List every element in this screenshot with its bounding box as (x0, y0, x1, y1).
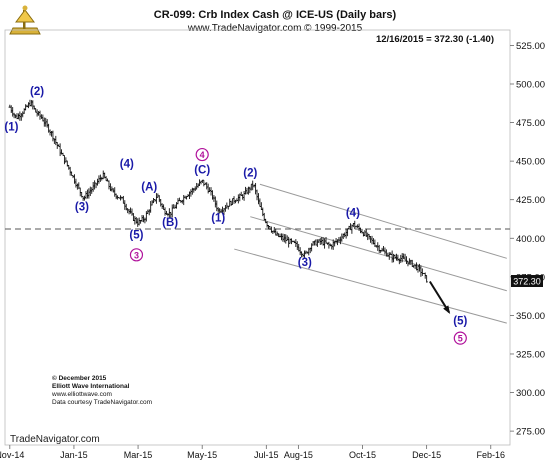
y-tick-label: 500.00 (516, 79, 545, 90)
chart-subtitle: www.TradeNavigator.com © 1999-2015 (187, 23, 363, 34)
wave-circle-marker (129, 248, 144, 262)
wave-label: (2) (30, 86, 44, 98)
wave-label: (1) (4, 121, 18, 133)
wave-label: (5) (129, 229, 143, 241)
wave-circle-label: 3 (134, 250, 139, 260)
y-tick-label: 325.00 (516, 349, 545, 360)
y-tick-label: 425.00 (516, 195, 545, 206)
channel-line (250, 216, 507, 292)
wave-circle-marker (195, 147, 209, 162)
wave-label: (2) (243, 168, 257, 180)
x-tick-label: Jan-15 (60, 450, 88, 460)
wave-label: (1) (211, 212, 225, 224)
wave-label: (3) (298, 257, 312, 269)
wave-label: (5) (453, 316, 467, 328)
x-tick-label: Dec-15 (412, 450, 441, 460)
wave-label: (3) (75, 202, 89, 214)
x-tick-label: Mar-15 (124, 450, 153, 460)
channel-line (234, 248, 507, 324)
x-tick-label: Nov-14 (0, 450, 24, 460)
price-bars (8, 99, 428, 283)
y-tick-label: 475.00 (516, 118, 545, 129)
last-price-box (511, 275, 543, 288)
wave-circle-marker (453, 331, 467, 345)
y-tick-label: 300.00 (516, 388, 545, 399)
y-tick-label: 525.00 (516, 41, 545, 52)
wave-circle-label: 4 (200, 150, 205, 160)
credit-line: www.elliottwave.com (51, 391, 112, 398)
x-tick-label: Aug-15 (284, 450, 313, 460)
arrow-head-icon (443, 305, 451, 315)
y-tick-label: 350.00 (516, 311, 545, 322)
x-tick-label: May-15 (187, 450, 217, 460)
plot-frame (4, 29, 511, 446)
y-tick-label: 450.00 (516, 157, 545, 168)
last-price-label: 372.30 (513, 277, 541, 287)
credit-line: © December 2015 (52, 374, 107, 382)
x-axis: Nov-14 Jan-15 Mar-15 May-15 Jul-15 Aug-15 Oct-… (0, 445, 505, 460)
wave-label: (C) (194, 164, 210, 176)
channel-line (259, 183, 507, 259)
y-axis: 275.00300.00325.00350.00375.00400.00425.… (510, 41, 545, 438)
y-tick-label: 275.00 (516, 427, 545, 438)
x-tick-label: Oct-15 (349, 450, 376, 460)
wave-label: (B) (162, 217, 178, 229)
wave-label: (4) (346, 208, 360, 220)
credit-line: Data courtesy TradeNavigator.com (52, 399, 152, 406)
wave-label: (A) (141, 181, 157, 193)
brand-watermark: TradeNavigator.com (10, 434, 100, 445)
quote-readout: 12/16/2015 = 372.30 (-1.40) (376, 34, 494, 45)
chart-title: CR-099: Crb Index Cash @ ICE-US (Daily b… (154, 9, 397, 21)
x-tick-label: Jul-15 (254, 450, 279, 460)
x-tick-label: Feb-16 (476, 450, 505, 460)
wave-circle-label: 5 (458, 334, 463, 344)
credit-line: Elliott Wave International (52, 383, 130, 390)
wave-label: (4) (120, 158, 134, 170)
y-tick-label: 400.00 (516, 234, 545, 245)
